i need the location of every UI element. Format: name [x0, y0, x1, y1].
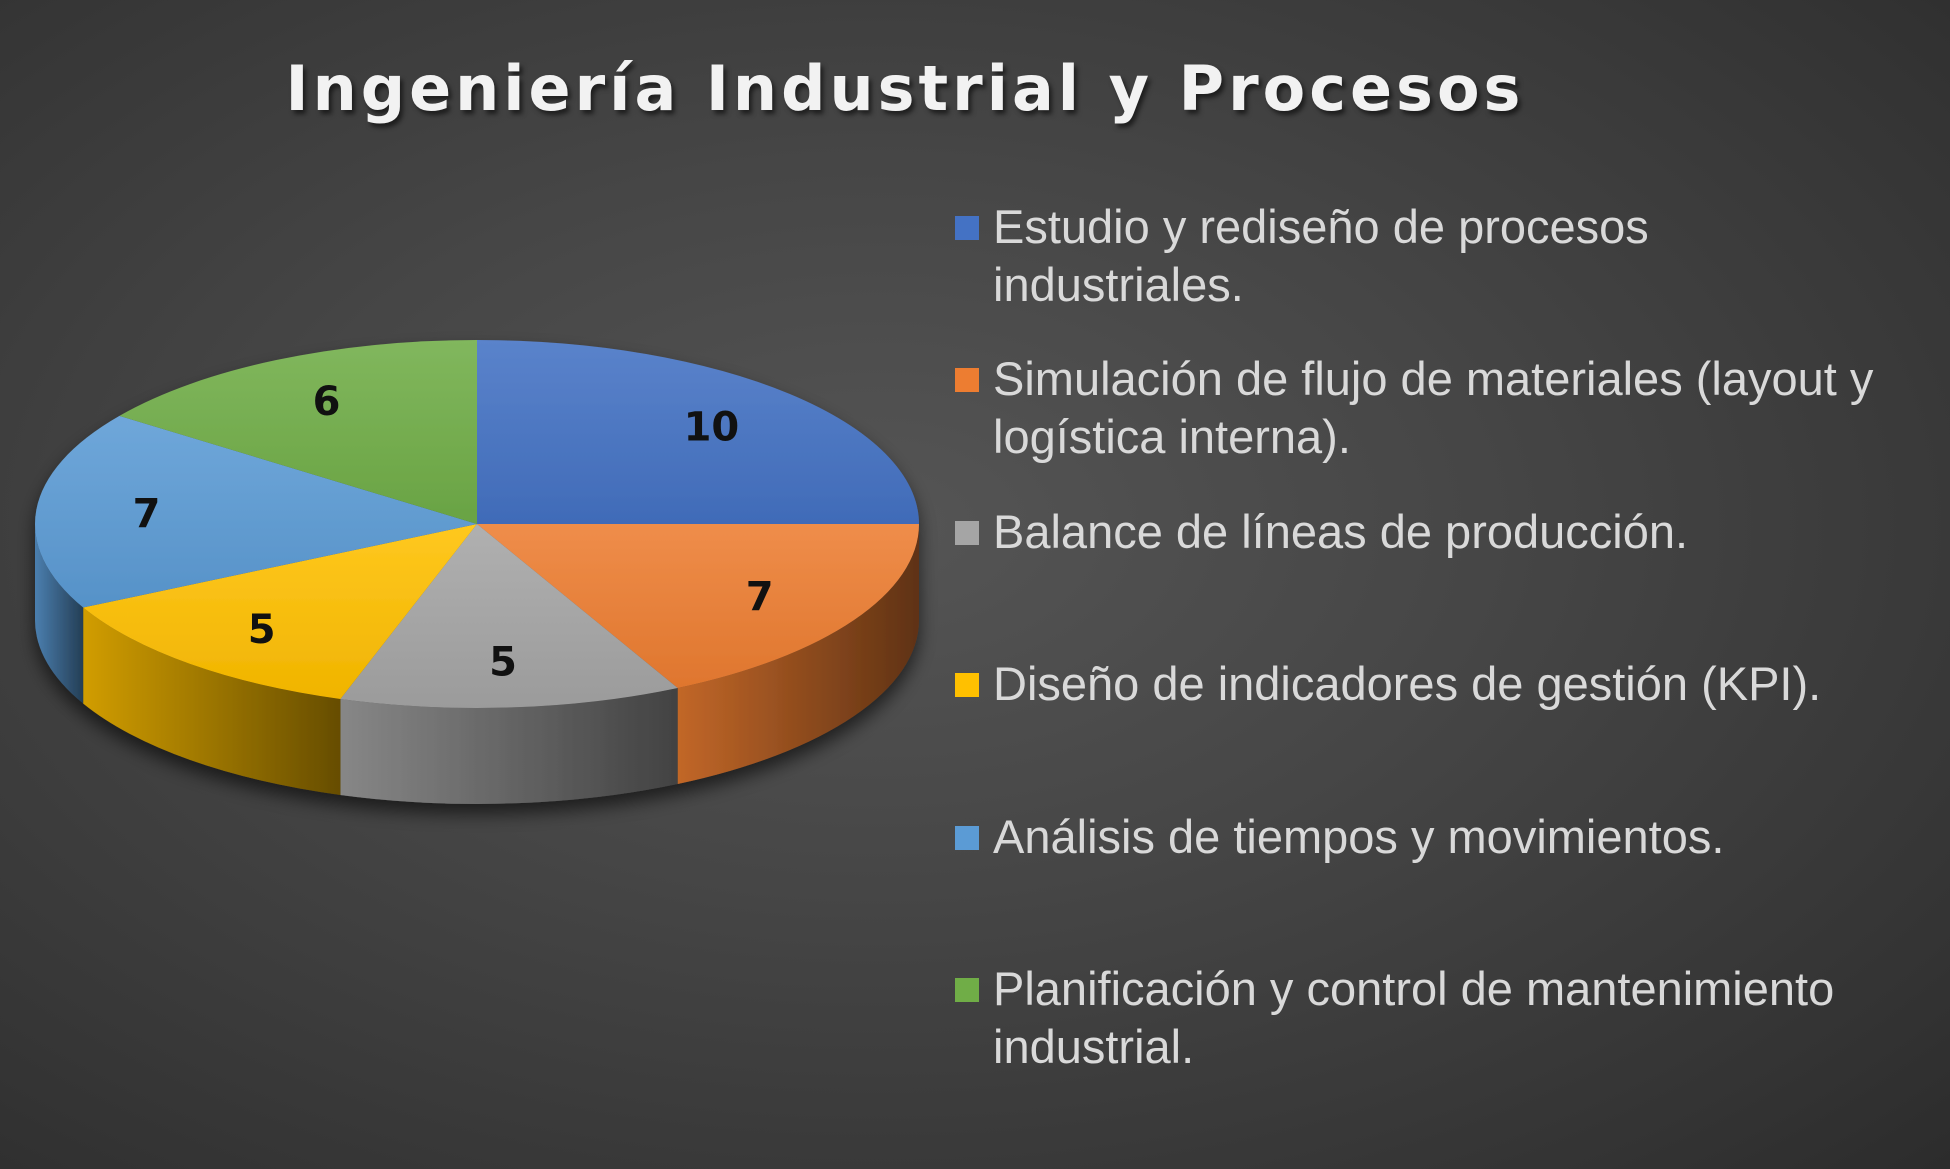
pie-slice-side	[677, 524, 919, 784]
legend-swatch	[955, 368, 979, 392]
chart-title: Ingeniería Industrial y Procesos	[285, 52, 1525, 125]
data-label: 5	[489, 640, 517, 686]
pie-slice-side	[83, 607, 341, 795]
data-label: 7	[746, 574, 774, 620]
pie-slice	[477, 524, 919, 688]
legend-label: Simulación de flujo de materiales (layou…	[993, 352, 1874, 463]
legend-swatch	[955, 521, 979, 545]
data-label: 10	[684, 404, 740, 450]
pie-slice	[119, 340, 477, 524]
legend-item: Simulación de flujo de materiales (layou…	[955, 350, 1915, 466]
legend-item: Planificación y control de mantenimiento…	[955, 960, 1915, 1076]
data-label: 5	[248, 607, 276, 653]
legend-label: Análisis de tiempos y movimientos.	[993, 810, 1725, 863]
legend-label: Diseño de indicadores de gestión (KPI).	[993, 657, 1822, 710]
pie-slice	[477, 340, 919, 524]
legend-label: Balance de líneas de producción.	[993, 505, 1689, 558]
legend-swatch	[955, 673, 979, 697]
data-label: 7	[133, 491, 161, 537]
legend-swatch	[955, 826, 979, 850]
pie-slice-side	[340, 687, 678, 805]
pie-slice	[83, 524, 478, 699]
legend-swatch	[955, 216, 979, 240]
data-label: 6	[313, 379, 341, 425]
legend-item: Análisis de tiempos y movimientos.	[955, 808, 1915, 866]
legend-swatch	[955, 978, 979, 1002]
legend-item: Estudio y rediseño de procesos industria…	[955, 198, 1915, 314]
legend-label: Planificación y control de mantenimiento…	[993, 962, 1835, 1073]
legend-label: Estudio y rediseño de procesos industria…	[993, 200, 1649, 311]
pie-slice	[340, 524, 678, 708]
pie-slice-side	[35, 524, 84, 704]
legend-item: Diseño de indicadores de gestión (KPI).	[955, 655, 1915, 713]
legend-item: Balance de líneas de producción.	[955, 503, 1915, 561]
pie-slice	[34, 415, 477, 608]
